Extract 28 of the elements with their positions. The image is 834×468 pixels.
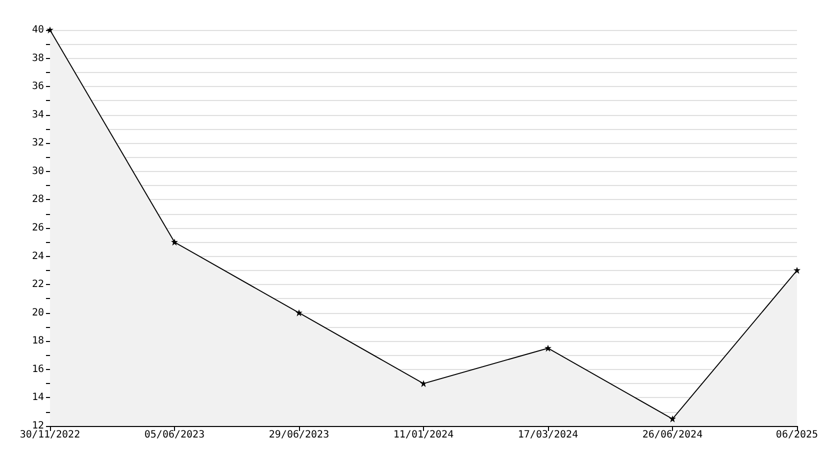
y-tick-label: 16: [32, 364, 44, 375]
y-tick-label: 20: [32, 307, 44, 318]
x-tick-label: 29/06/2023: [268, 430, 330, 440]
x-tick-label: 05/06/2023: [144, 430, 205, 440]
y-tick-label: 34: [32, 109, 44, 120]
point: [171, 238, 178, 246]
point: [669, 415, 676, 422]
y-tick-label: 40: [32, 24, 44, 36]
x-tick-label: 11/01/2024: [393, 430, 454, 440]
point: [420, 380, 427, 388]
y-tick-label: 22: [32, 279, 44, 290]
y-tick-label: 32: [32, 138, 44, 149]
y-tick-label: 38: [32, 52, 44, 64]
x-tick-label: 26/06/2024: [642, 430, 703, 440]
x-tick-label: 17/03/2024: [518, 430, 578, 440]
x-tick-label: 30/11/2022: [20, 430, 80, 440]
y-tick-label: 30: [32, 166, 44, 177]
y-tick-label: 36: [32, 81, 44, 92]
y-tick-label: 28: [32, 194, 44, 206]
point: [296, 309, 302, 316]
y-tick-label: 24: [32, 250, 44, 262]
x-tick-label: 06/2025: [776, 430, 818, 440]
y-tick-label: 26: [32, 222, 44, 234]
point: [544, 344, 552, 352]
y-tick-label: 14: [32, 392, 44, 404]
y-tick-label: 18: [32, 336, 44, 347]
point: [794, 266, 800, 274]
y-tick-label: 12: [32, 420, 44, 432]
